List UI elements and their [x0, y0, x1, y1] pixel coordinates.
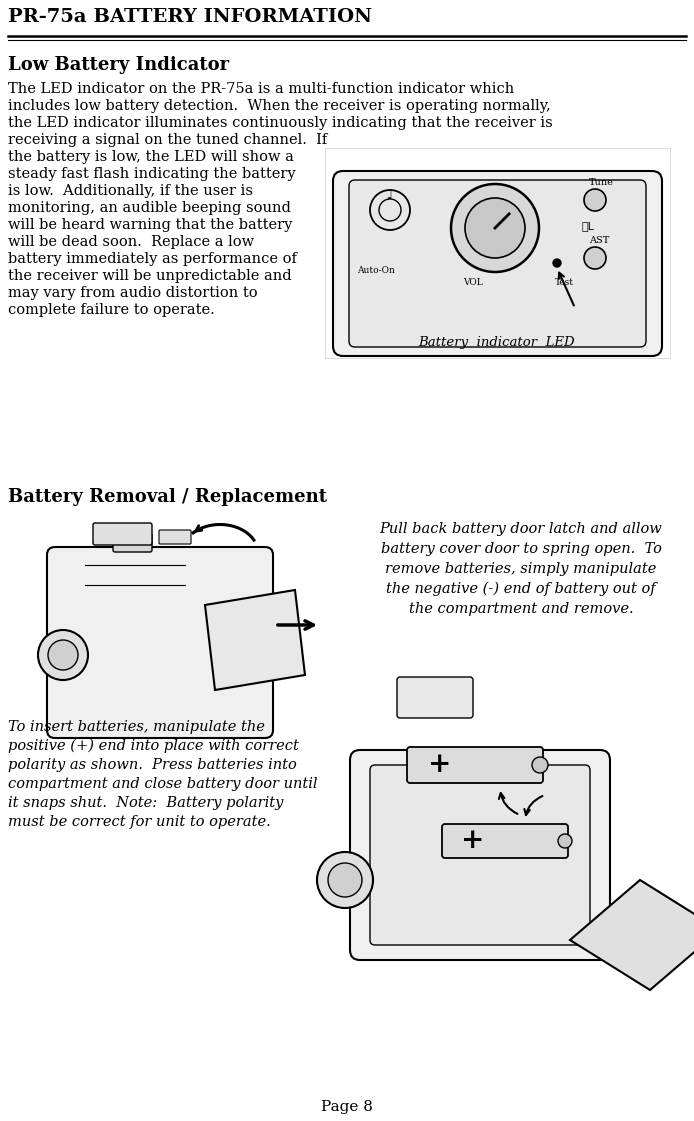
Circle shape: [465, 198, 525, 258]
Circle shape: [451, 184, 539, 272]
Text: must be correct for unit to operate.: must be correct for unit to operate.: [8, 815, 271, 830]
Circle shape: [553, 259, 561, 267]
Text: will be dead soon.  Replace a low: will be dead soon. Replace a low: [8, 235, 254, 249]
FancyBboxPatch shape: [325, 148, 670, 358]
FancyBboxPatch shape: [370, 765, 590, 945]
Text: AST: AST: [589, 237, 609, 245]
Text: PR-75a BATTERY INFORMATION: PR-75a BATTERY INFORMATION: [8, 8, 372, 26]
FancyBboxPatch shape: [93, 524, 152, 545]
Text: is low.  Additionally, if the user is: is low. Additionally, if the user is: [8, 184, 253, 198]
Text: remove batteries, simply manipulate: remove batteries, simply manipulate: [385, 562, 657, 576]
Text: battery immediately as performance of: battery immediately as performance of: [8, 252, 297, 266]
Text: steady fast flash indicating the battery: steady fast flash indicating the battery: [8, 167, 296, 180]
FancyBboxPatch shape: [349, 180, 646, 348]
Text: Battery  indicator  LED: Battery indicator LED: [418, 336, 575, 349]
Text: monitoring, an audible beeping sound: monitoring, an audible beeping sound: [8, 201, 291, 215]
Circle shape: [558, 834, 572, 847]
Text: the LED indicator illuminates continuously indicating that the receiver is: the LED indicator illuminates continuous…: [8, 115, 552, 130]
Polygon shape: [205, 590, 305, 691]
Text: the compartment and remove.: the compartment and remove.: [409, 602, 634, 617]
FancyBboxPatch shape: [333, 172, 662, 356]
FancyBboxPatch shape: [113, 532, 152, 552]
Text: Tune: Tune: [589, 178, 614, 187]
Circle shape: [584, 189, 606, 211]
Text: may vary from audio distortion to: may vary from audio distortion to: [8, 286, 257, 300]
Text: To insert batteries, manipulate the: To insert batteries, manipulate the: [8, 720, 265, 734]
Text: ♩: ♩: [387, 189, 393, 202]
Circle shape: [584, 247, 606, 269]
Text: it snaps shut.  Note:  Battery polarity: it snaps shut. Note: Battery polarity: [8, 796, 283, 810]
Text: includes low battery detection.  When the receiver is operating normally,: includes low battery detection. When the…: [8, 99, 551, 113]
Text: ⮡L: ⮡L: [582, 221, 595, 231]
Text: complete failure to operate.: complete failure to operate.: [8, 303, 214, 317]
Polygon shape: [570, 880, 694, 990]
Text: +: +: [428, 751, 452, 778]
Text: VOL: VOL: [463, 278, 483, 287]
Text: Auto-On: Auto-On: [357, 266, 395, 275]
Text: polarity as shown.  Press batteries into: polarity as shown. Press batteries into: [8, 758, 297, 772]
Circle shape: [532, 757, 548, 773]
Text: battery cover door to spring open.  To: battery cover door to spring open. To: [380, 541, 661, 556]
Text: Pull back battery door latch and allow: Pull back battery door latch and allow: [380, 522, 662, 536]
FancyBboxPatch shape: [350, 750, 610, 960]
Text: The LED indicator on the PR-75a is a multi-function indicator which: The LED indicator on the PR-75a is a mul…: [8, 82, 514, 96]
Circle shape: [38, 630, 88, 680]
FancyBboxPatch shape: [442, 824, 568, 858]
Circle shape: [48, 640, 78, 670]
FancyBboxPatch shape: [397, 677, 473, 717]
Text: compartment and close battery door until: compartment and close battery door until: [8, 777, 317, 791]
Text: Page 8: Page 8: [321, 1100, 373, 1114]
FancyBboxPatch shape: [407, 747, 543, 782]
Text: the receiver will be unpredictable and: the receiver will be unpredictable and: [8, 269, 291, 282]
Circle shape: [328, 863, 362, 897]
Text: Battery Removal / Replacement: Battery Removal / Replacement: [8, 488, 327, 506]
Text: will be heard warning that the battery: will be heard warning that the battery: [8, 217, 292, 232]
Text: the negative (-) end of battery out of: the negative (-) end of battery out of: [386, 582, 656, 596]
Circle shape: [317, 852, 373, 908]
Text: +: +: [462, 827, 484, 854]
FancyBboxPatch shape: [47, 547, 273, 738]
Text: the battery is low, the LED will show a: the battery is low, the LED will show a: [8, 150, 294, 164]
Text: Test: Test: [555, 278, 574, 287]
Text: Low Battery Indicator: Low Battery Indicator: [8, 56, 229, 74]
Text: positive (+) end into place with correct: positive (+) end into place with correct: [8, 739, 299, 753]
Text: receiving a signal on the tuned channel.  If: receiving a signal on the tuned channel.…: [8, 133, 328, 147]
FancyBboxPatch shape: [159, 530, 191, 544]
